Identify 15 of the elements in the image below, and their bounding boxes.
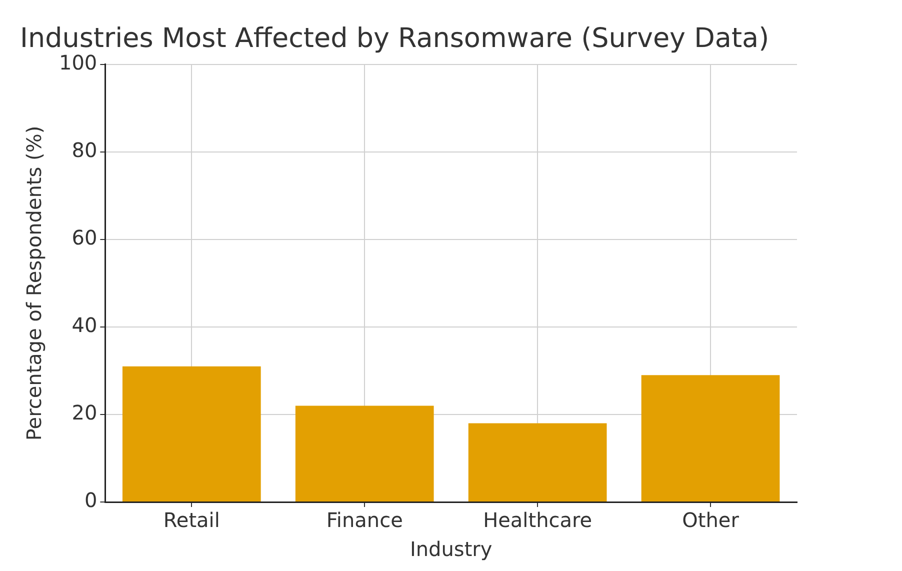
y-axis-title: Percentage of Respondents (%) [22, 126, 46, 441]
y-tick-label: 0 [84, 488, 98, 512]
y-tick-label: 60 [72, 226, 98, 250]
y-tick-label: 20 [72, 400, 98, 425]
x-tick-label: Retail [163, 508, 220, 532]
bar [468, 423, 607, 502]
x-tick-label: Healthcare [483, 508, 592, 532]
y-tick-label: 40 [72, 313, 98, 338]
x-tick-label: Finance [326, 508, 403, 532]
y-tick-label: 80 [72, 138, 98, 162]
x-axis-title: Industry [410, 537, 492, 562]
x-tick-label: Other [682, 508, 740, 532]
bar [641, 375, 780, 502]
bar [295, 406, 434, 502]
bar [122, 366, 261, 502]
